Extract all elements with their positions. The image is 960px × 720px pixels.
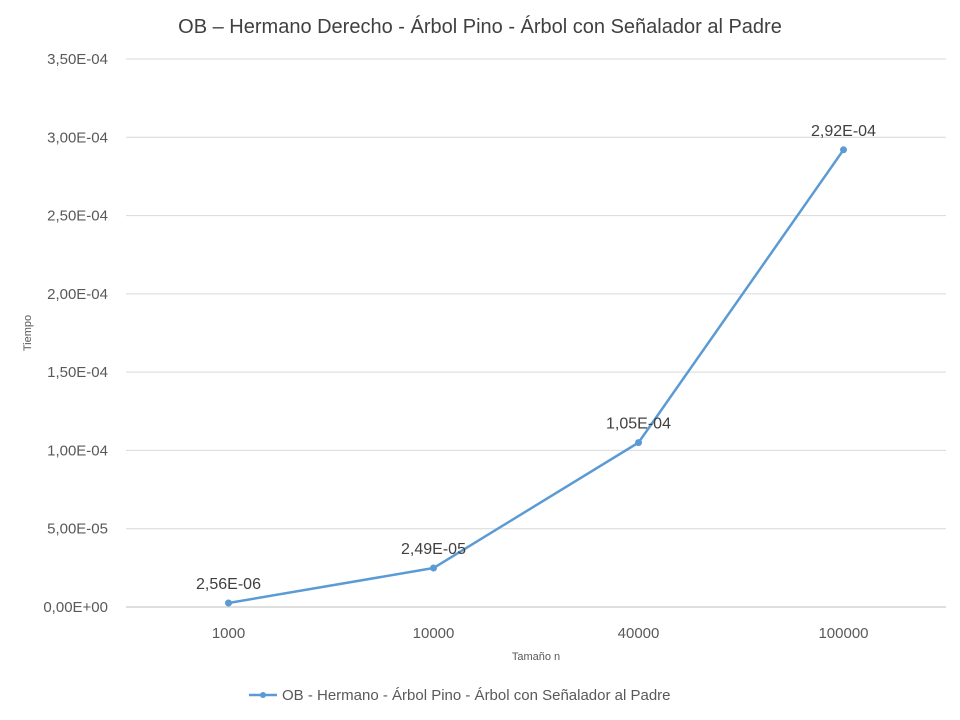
y-tick-label: 0,00E+00 <box>43 599 108 616</box>
y-tick-label: 1,00E-04 <box>47 442 108 459</box>
y-tick-label: 2,00E-04 <box>47 286 108 303</box>
x-axis-title: Tamaño n <box>512 651 560 663</box>
chart-title: OB – Hermano Derecho - Árbol Pino - Árbo… <box>178 15 782 38</box>
data-point <box>225 599 232 607</box>
data-label: 2,49E-05 <box>401 541 466 558</box>
x-tick-label: 10000 <box>413 625 455 642</box>
x-tick-label: 1000 <box>212 625 245 642</box>
legend-point-marker <box>260 692 266 698</box>
data-label: 1,05E-04 <box>606 416 671 433</box>
data-point <box>430 564 437 572</box>
y-tick-label: 1,50E-04 <box>47 364 108 381</box>
legend-label: OB - Hermano - Árbol Pino - Árbol con Se… <box>282 687 671 704</box>
data-label: 2,92E-04 <box>811 123 876 140</box>
gridlines <box>126 58 946 608</box>
data-label: 2,56E-06 <box>196 576 261 593</box>
y-axis-title: Tiempo <box>22 315 34 351</box>
data-point <box>840 146 847 154</box>
data-point <box>635 439 642 447</box>
x-tick-label: 100000 <box>818 625 868 642</box>
y-tick-label: 2,50E-04 <box>47 208 108 225</box>
y-axis-ticks: 0,00E+00 5,00E-05 1,00E-04 1,50E-04 2,00E-04… <box>43 51 108 616</box>
x-tick-label: 40000 <box>618 625 660 642</box>
legend: OB - Hermano - Árbol Pino - Árbol con Se… <box>249 687 671 704</box>
y-tick-label: 5,00E-05 <box>47 521 108 538</box>
x-axis-ticks: 1000 10000 40000 100000 <box>212 625 869 642</box>
y-tick-label: 3,00E-04 <box>47 129 108 146</box>
series-line <box>227 148 845 605</box>
series-group: 2,56E-06 2,49E-05 1,05E-04 2,92E-04 <box>196 123 876 607</box>
y-tick-label: 3,50E-04 <box>47 51 108 68</box>
